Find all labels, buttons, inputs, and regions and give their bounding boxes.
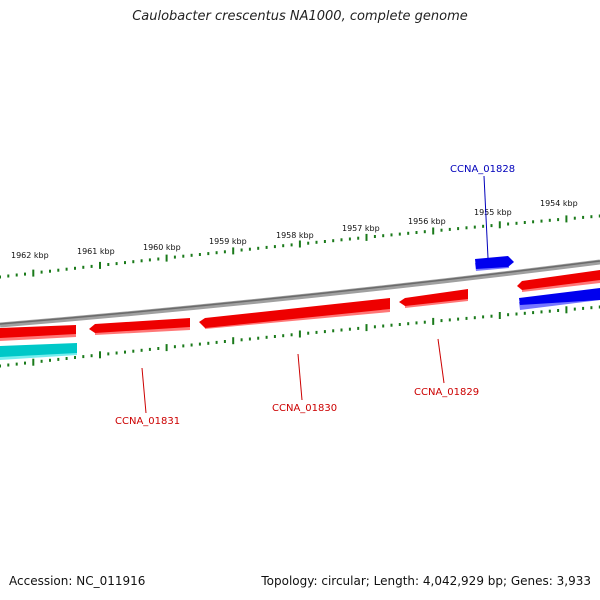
gene-arrow: [519, 288, 600, 305]
scale-label-1960: 1960 kbp: [143, 243, 181, 252]
gene-ccna-01829[interactable]: [399, 289, 468, 308]
gene-arrow: [475, 256, 514, 269]
leader-ccna-01831: [141, 367, 147, 414]
leader-ccna-01828: [483, 175, 489, 259]
gene-arrow: [517, 270, 600, 290]
scale-label-1955: 1955 kbp: [474, 208, 512, 217]
scale-label-1958: 1958 kbp: [276, 231, 314, 240]
scale-label-1959: 1959 kbp: [209, 237, 247, 246]
gene-arrow: [399, 289, 468, 306]
gene-label-ccna-01829[interactable]: CCNA_01829: [414, 387, 479, 398]
map-title: Caulobacter crescentus NA1000, complete …: [132, 9, 468, 24]
gene-right-red[interactable]: [517, 270, 600, 292]
scale-ticks-lower: [0, 305, 600, 368]
leader-ccna-01830: [297, 353, 303, 401]
gene-ccna-01831[interactable]: [89, 318, 190, 335]
leader-ccna-01829: [437, 338, 445, 384]
gene-right-blue[interactable]: [519, 288, 600, 310]
genome-backbone: [0, 259, 600, 328]
genome-backbone-highlight: [0, 260, 600, 325]
gene-arrow: [89, 318, 190, 333]
scale-ticks-upper: [0, 214, 600, 279]
gene-arrow: [0, 325, 76, 338]
gene-left-cyan[interactable]: [0, 343, 77, 360]
gene-left-red[interactable]: [0, 325, 76, 341]
gene-ccna-01828[interactable]: [475, 256, 514, 271]
scale-label-1962: 1962 kbp: [11, 251, 49, 260]
gene-arrow: [199, 298, 390, 328]
genome-summary-text: Topology: circular; Length: 4,042,929 bp…: [261, 574, 591, 588]
gene-ccna-01830[interactable]: [199, 298, 390, 329]
scale-label-1954: 1954 kbp: [540, 199, 578, 208]
gene-label-ccna-01830[interactable]: CCNA_01830: [272, 403, 337, 414]
gene-label-ccna-01831[interactable]: CCNA_01831: [115, 416, 180, 427]
scale-labels: 1962 kbp 1961 kbp 1960 kbp 1959 kbp 1958…: [11, 199, 578, 260]
gene-label-ccna-01828[interactable]: CCNA_01828: [450, 164, 515, 175]
accession-text: Accession: NC_011916: [9, 574, 146, 588]
scale-label-1957: 1957 kbp: [342, 224, 380, 233]
gene-arrow: [0, 343, 77, 357]
scale-label-1956: 1956 kbp: [408, 217, 446, 226]
scale-label-1961: 1961 kbp: [77, 247, 115, 256]
